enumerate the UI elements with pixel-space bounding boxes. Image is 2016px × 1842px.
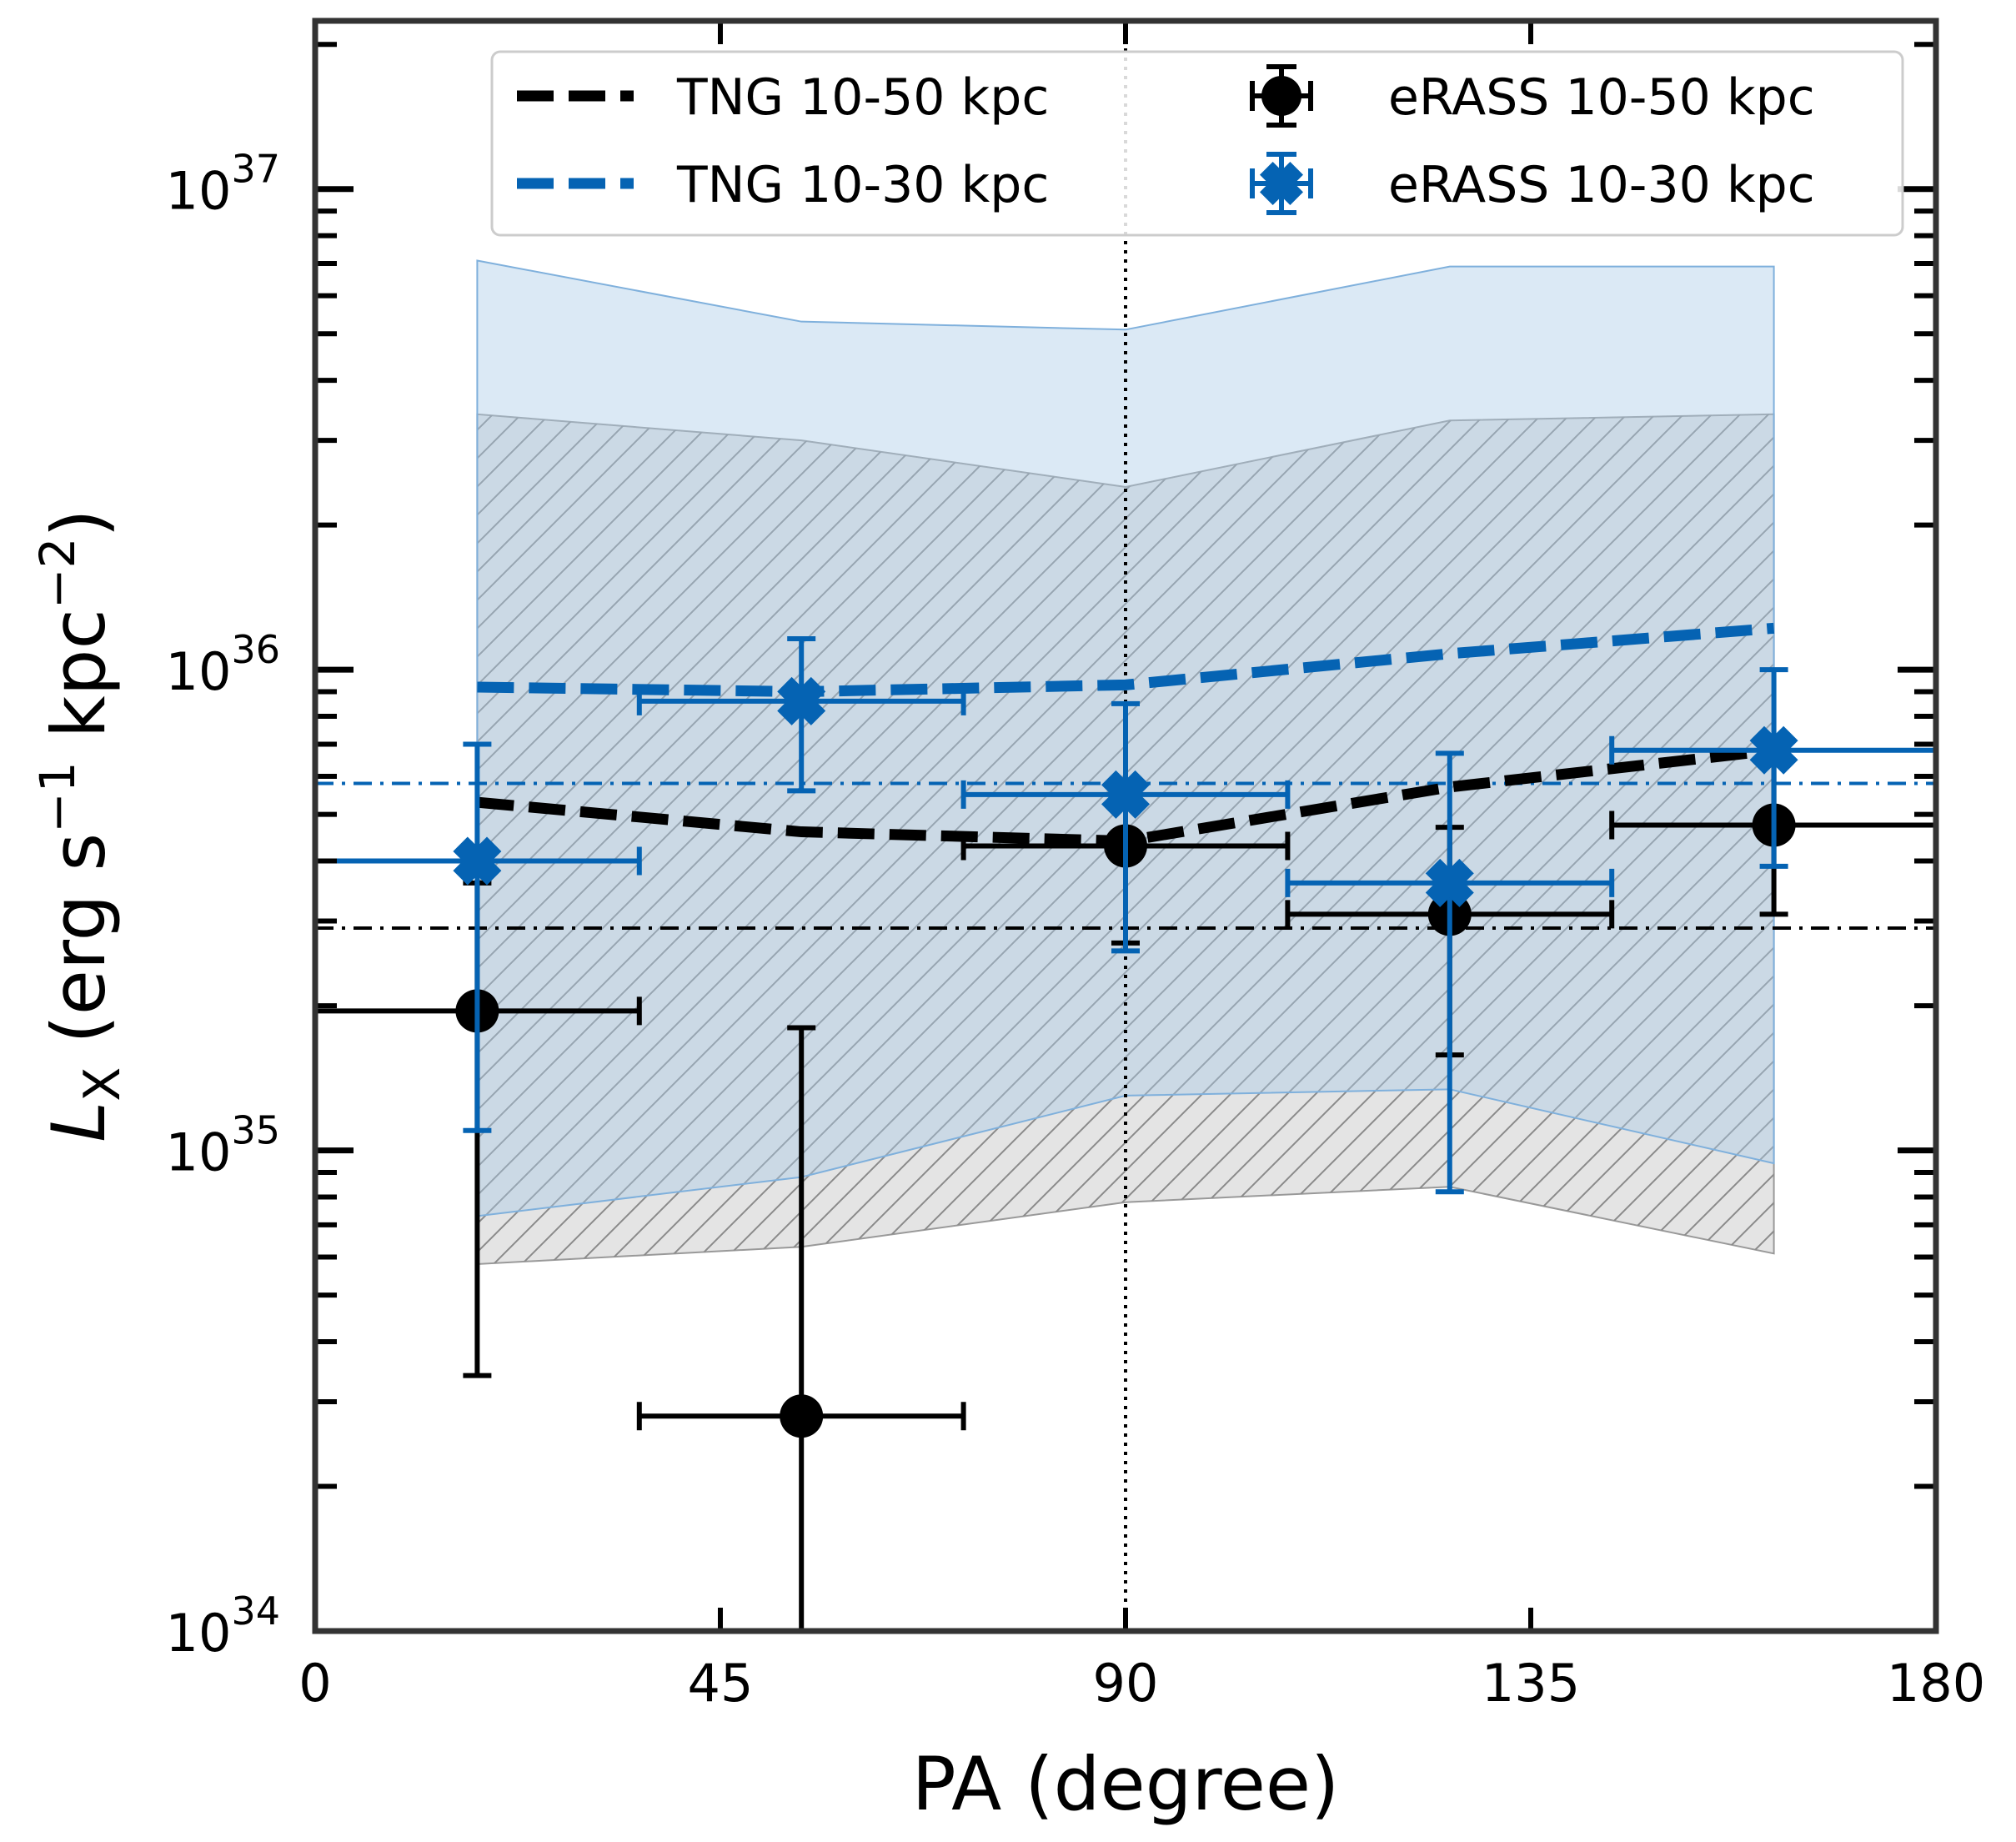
x-tick-labels: 0 45 90 135 180 [298, 1653, 1985, 1714]
legend-label-tng-10-30: TNG 10-30 kpc [676, 156, 1049, 214]
y-tick-label-36: 1036 [166, 627, 280, 702]
point-erass-10-30-kpc-3 [1285, 750, 1615, 1195]
marker-circle [780, 1394, 824, 1438]
plot-frame [312, 18, 1939, 1634]
x-axis-title: PA (degree) [912, 1741, 1340, 1827]
legend-box [490, 50, 1904, 237]
marker-cross [1101, 770, 1150, 819]
marker-cross [777, 676, 826, 725]
y-tick-labels: 1034 1035 1036 1037 [166, 147, 280, 1664]
legend-label-erass-10-30: eRASS 10-30 kpc [1388, 156, 1815, 214]
legend-label-tng-10-50: TNG 10-50 kpc [676, 68, 1049, 127]
x-tick-label-135: 135 [1482, 1653, 1580, 1714]
marker-cross [1749, 725, 1798, 775]
point-erass-10-30-kpc-4 [1609, 667, 1936, 869]
legend-entry-tng-10-50: TNG 10-50 kpc [517, 68, 1049, 127]
legend-swatch-erass-10-30 [1250, 152, 1313, 215]
x-tick-label-45: 45 [688, 1653, 754, 1714]
point-erass-10-30-kpc-2 [960, 700, 1291, 954]
marker-cross [453, 836, 502, 886]
point-erass-10-50-kpc-1 [636, 1025, 966, 1631]
legend: TNG 10-50 kpc TNG 10-30 kpc eRASS 10-50 … [490, 50, 1904, 237]
y-axis-title: LX (erg s−1 kpc−2) [29, 509, 132, 1142]
legend-entry-tng-10-30: TNG 10-30 kpc [517, 156, 1049, 214]
y-tick-label-37: 1037 [166, 147, 280, 222]
point-erass-10-30-kpc-0 [315, 741, 642, 1133]
line-tng-10-30-kpc [477, 622, 1775, 698]
y-tick-label-34: 1034 [166, 1589, 280, 1664]
x-tick-label-0: 0 [298, 1653, 331, 1714]
x-tick-label-180: 180 [1887, 1653, 1985, 1714]
observed-errorbars [315, 636, 1936, 1631]
legend-entry-erass-10-30: eRASS 10-30 kpc [1250, 152, 1815, 215]
legend-entry-erass-10-50: eRASS 10-50 kpc [1250, 64, 1815, 128]
legend-swatch-erass-10-50 [1250, 64, 1313, 128]
x-tick-label-90: 90 [1093, 1653, 1159, 1714]
y-tick-label-35: 1035 [166, 1108, 280, 1183]
legend-label-erass-10-50: eRASS 10-50 kpc [1388, 68, 1815, 127]
marker-cross [1425, 858, 1474, 907]
point-erass-10-30-kpc-1 [636, 636, 966, 794]
